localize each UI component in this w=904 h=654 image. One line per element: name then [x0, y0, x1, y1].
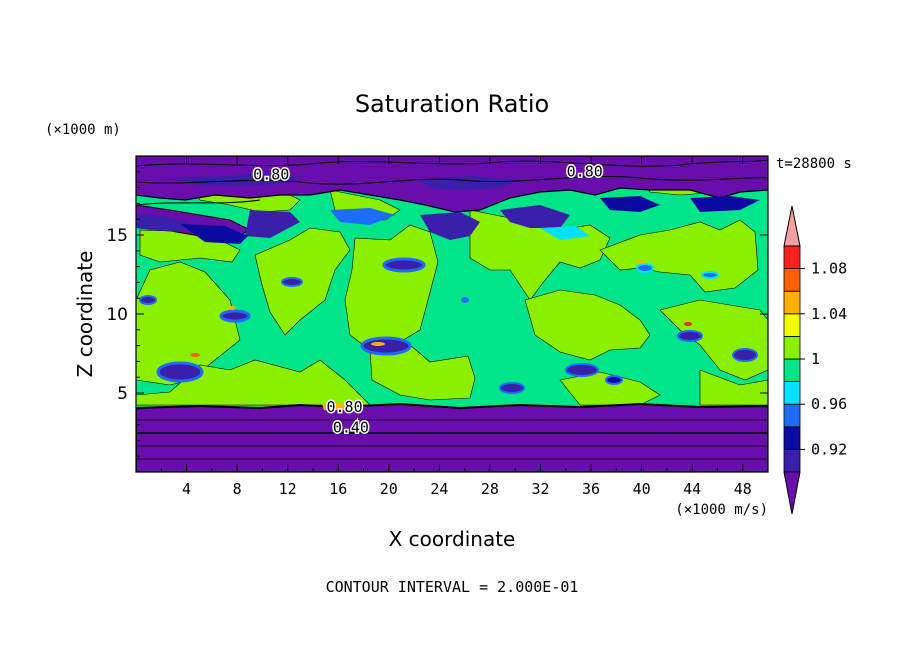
- x-unit-label: (×1000 m/s): [675, 502, 768, 518]
- contour-label: 0.80: [326, 398, 362, 416]
- y-tick-label: 15: [106, 226, 128, 246]
- y-unit-label: (×1000 m): [45, 122, 121, 138]
- x-tick-label: 40: [633, 480, 651, 498]
- colorbar-under-triangle: [783, 471, 801, 515]
- colorbar-segment: [783, 268, 801, 292]
- colorbar-label: 0.96: [811, 395, 847, 413]
- x-tick-label: 20: [380, 480, 398, 498]
- field-lower-dry-layer: [136, 402, 768, 472]
- x-tick-label: 12: [279, 480, 297, 498]
- x-tick-label: 8: [233, 480, 242, 498]
- contour-label: 0.80: [567, 163, 603, 181]
- contour-label: 0.40: [333, 419, 369, 437]
- colorbar-segment: [783, 245, 801, 270]
- colorbar-segment: [783, 448, 801, 473]
- y-tick-label: 10: [106, 305, 128, 325]
- colorbar-segment: [783, 313, 801, 337]
- colorbar-label: 1.04: [811, 305, 847, 323]
- colorbar-segment: [783, 290, 801, 315]
- colorbar-segment: [783, 335, 801, 360]
- colorbar-label: 1: [811, 350, 820, 368]
- x-tick-label: 24: [430, 480, 448, 498]
- y-axis-title: Z coordinate: [73, 251, 97, 378]
- x-tick-label: 16: [329, 480, 347, 498]
- x-axis-title: X coordinate: [389, 527, 516, 551]
- contour-interval-note: CONTOUR INTERVAL = 2.000E-01: [326, 578, 579, 596]
- x-tick-label: 32: [531, 480, 549, 498]
- time-label: t=28800 s: [776, 156, 852, 172]
- x-tick-label: 48: [734, 480, 752, 498]
- x-tick-label: 44: [683, 480, 701, 498]
- colorbar-segment: [783, 403, 801, 428]
- x-axis: 4 8 12 16 20 24 28 32 36 40 44 48: [160, 156, 752, 498]
- plot-area: 0.80 0.80 0.80 0.40: [135, 155, 769, 473]
- y-axis: 5 10 15: [106, 171, 768, 457]
- colorbar-label: 0.92: [811, 440, 847, 458]
- x-tick-label: 36: [582, 480, 600, 498]
- field-upper-dry-band: [136, 156, 768, 244]
- colorbar-segment: [783, 358, 801, 383]
- colorbar: 0.92 0.96 1 1.04 1.08: [783, 205, 847, 515]
- contour-label: 0.80: [253, 166, 289, 184]
- y-tick-label: 5: [117, 384, 128, 404]
- colorbar-segment: [783, 426, 801, 450]
- colorbar-over-triangle: [783, 205, 801, 247]
- field-dry-pockets: [139, 257, 758, 394]
- chart-title: Saturation Ratio: [355, 90, 549, 118]
- contour-labels: 0.80 0.80 0.80 0.40: [252, 161, 605, 438]
- colorbar-label: 1.08: [811, 260, 847, 278]
- x-tick-label: 28: [481, 480, 499, 498]
- x-tick-label: 4: [182, 480, 191, 498]
- colorbar-segment: [783, 381, 801, 405]
